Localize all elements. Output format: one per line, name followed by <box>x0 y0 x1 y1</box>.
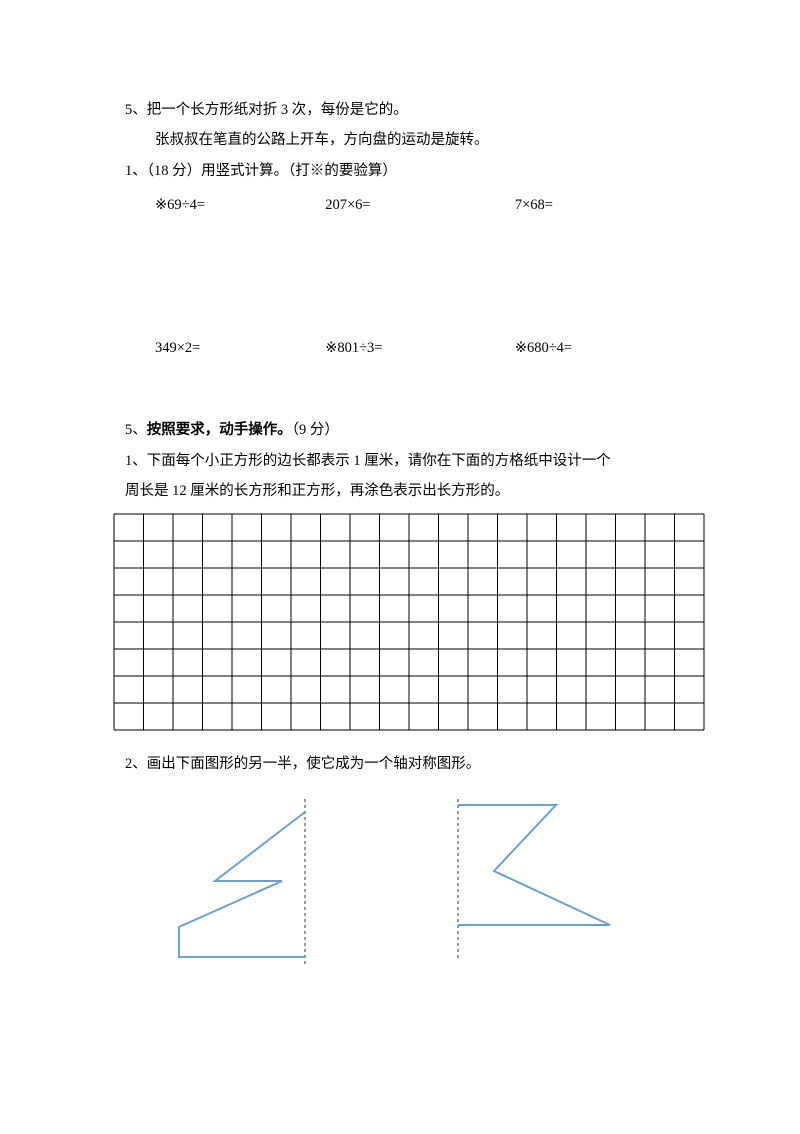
grid-svg <box>113 513 705 731</box>
q5-line2: 张叔叔在笔直的公路上开车，方向盘的运动是旋转。 <box>125 125 685 155</box>
work-space-1 <box>125 221 685 329</box>
q5-line1: 5、把一个长方形纸对折 3 次，每份是它的。 <box>125 95 685 125</box>
sec5-q1-line1: 1、下面每个小正方形的边长都表示 1 厘米，请你在下面的方格纸中设计一个 <box>125 446 685 476</box>
problems-row-2: 349×2= ※801÷3= ※680÷4= <box>125 333 685 363</box>
work-space-2 <box>125 363 685 415</box>
sec5-prefix: 5、 <box>125 422 147 438</box>
sec5-bold: 按照要求，动手操作。 <box>147 422 292 438</box>
q1-heading: 1、（18 分）用竖式计算。（打※的要验算） <box>125 156 685 186</box>
shape-left-svg <box>155 799 335 974</box>
worksheet-page: 5、把一个长方形纸对折 3 次，每份是它的。 张叔叔在笔直的公路上开车，方向盘的… <box>0 0 800 985</box>
sec5-q1-line2: 周长是 12 厘米的长方形和正方形，再涂色表示出长方形的。 <box>125 476 685 506</box>
problem-1b: 207×6= <box>325 190 515 220</box>
problem-2b: ※801÷3= <box>325 333 515 363</box>
sec5-suffix: （9 分） <box>292 422 339 438</box>
problem-2c: ※680÷4= <box>515 333 685 363</box>
sec5-q2: 2、画出下面图形的另一半，使它成为一个轴对称图形。 <box>125 749 685 779</box>
problems-row-1: ※69÷4= 207×6= 7×68= <box>125 190 685 220</box>
shape-right-box <box>438 799 686 985</box>
problem-1c: 7×68= <box>515 190 685 220</box>
shape-right-svg <box>438 799 638 974</box>
shapes-row <box>125 799 685 985</box>
problem-2a: 349×2= <box>155 333 325 363</box>
section5-heading: 5、按照要求，动手操作。（9 分） <box>125 415 685 445</box>
grid-paper <box>113 513 685 731</box>
problem-1a: ※69÷4= <box>155 190 325 220</box>
shape-left-box <box>155 799 403 985</box>
